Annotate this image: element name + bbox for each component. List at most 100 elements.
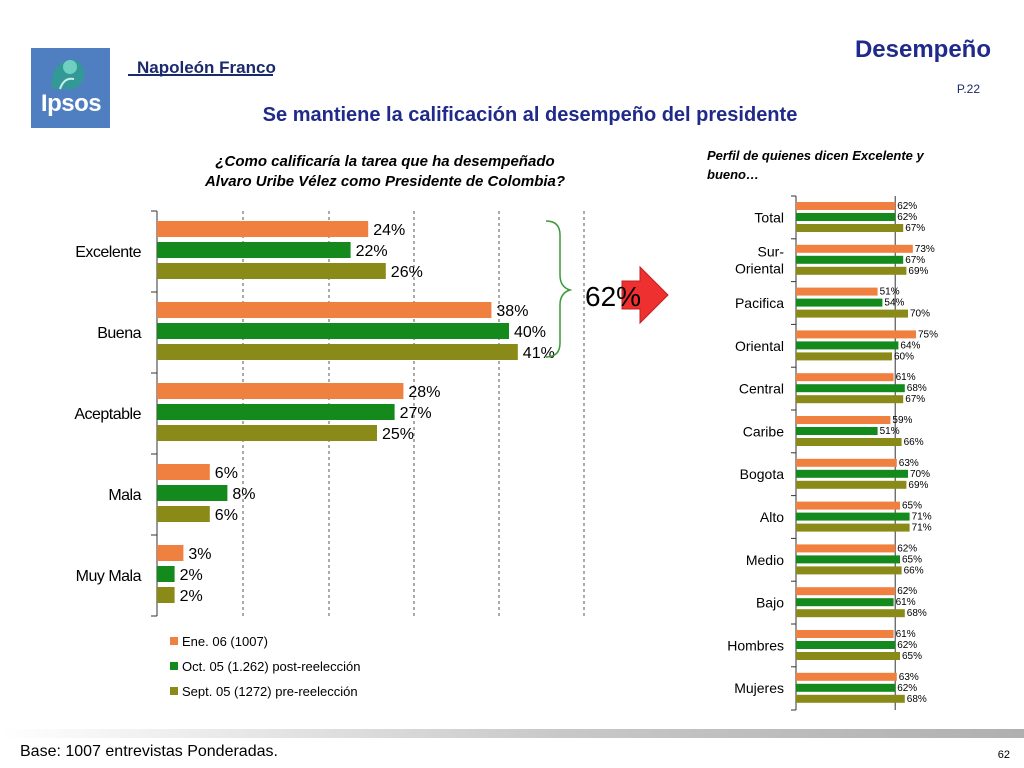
profile-bar-value-label: 54% — [884, 298, 904, 309]
profile-bar-value-label: 66% — [904, 565, 924, 576]
profile-category-label: Medio — [746, 552, 784, 568]
profile-bar — [796, 341, 899, 350]
profile-bar-value-label: 62% — [897, 212, 917, 223]
footer-bar — [0, 729, 1024, 738]
profile-bar-value-label: 62% — [897, 640, 917, 651]
bar — [157, 404, 395, 420]
right-arrow-icon — [621, 265, 669, 325]
bar-value-label: 24% — [373, 222, 405, 239]
profile-category-label: Bogota — [740, 466, 785, 482]
page-number: 62 — [997, 749, 1010, 761]
bar-value-label: 27% — [400, 405, 432, 422]
profile-bar-value-label: 61% — [896, 372, 916, 383]
brace-arrow-group — [545, 220, 669, 358]
profile-bar — [796, 501, 900, 510]
profile-bar — [796, 202, 896, 210]
profile-bar — [796, 469, 908, 478]
profile-bar-value-label: 62% — [897, 586, 917, 597]
profile-bar-value-label: 68% — [907, 694, 927, 705]
legend-swatch — [170, 637, 178, 645]
profile-bar — [796, 384, 905, 393]
profile-category-label: Sur- — [758, 244, 785, 260]
profile-bar — [796, 672, 897, 681]
profile-bar-value-label: 61% — [896, 629, 916, 640]
bar-value-label: 38% — [496, 303, 528, 320]
profile-bar-value-label: 51% — [880, 426, 900, 437]
profile-category-label: Caribe — [743, 423, 784, 439]
question-line-2: Alvaro Uribe Vélez como Presidente de Co… — [204, 173, 566, 190]
profile-bar — [796, 641, 896, 649]
page-reference: P.22 — [956, 82, 980, 96]
bar — [157, 464, 210, 480]
profile-bar-value-label: 62% — [897, 543, 917, 554]
profile-bar-value-label: 61% — [896, 597, 916, 608]
legend-label: Ene. 06 (1007) — [182, 634, 268, 649]
profile-category-label: Hombres — [727, 637, 784, 653]
profile-bar — [796, 458, 897, 467]
bar — [157, 263, 386, 279]
profile-bar — [796, 352, 892, 361]
profile-category-label: Pacifica — [735, 295, 784, 311]
profile-bar — [796, 694, 905, 703]
profile-bar — [796, 224, 904, 232]
section-title: Desempeño — [854, 36, 991, 63]
profile-bar — [796, 287, 878, 296]
logo-figure-icon — [51, 60, 85, 90]
curly-brace-icon — [545, 220, 573, 358]
profile-bar-value-label: 62% — [897, 201, 917, 212]
profile-bar — [796, 213, 896, 221]
bar-value-label: 41% — [523, 345, 555, 362]
bar-value-label: 8% — [232, 486, 255, 503]
bar — [157, 344, 518, 360]
question-title: ¿Como calificaría la tarea que ha desemp… — [170, 152, 600, 192]
bar-value-label: 26% — [391, 264, 423, 281]
bar-value-label: 28% — [408, 384, 440, 401]
profile-bar-value-label: 59% — [892, 415, 912, 426]
bar-value-label: 6% — [215, 465, 238, 482]
brand-underline — [128, 74, 273, 76]
profile-bar-value-label: 64% — [900, 340, 920, 351]
profile-bar — [796, 373, 894, 382]
profile-bar-value-label: 75% — [918, 329, 938, 340]
profile-bar — [796, 555, 900, 564]
bar — [157, 485, 228, 501]
profile-title-line-2: bueno… — [707, 167, 759, 182]
profile-bar-value-label: 62% — [897, 683, 917, 694]
profile-bar — [796, 652, 900, 660]
profile-bar — [796, 330, 916, 339]
base-note: Base: 1007 entrevistas Ponderadas. — [20, 743, 278, 760]
legend-label: Sept. 05 (1272) pre-reelección — [182, 684, 358, 699]
profile-bar-value-label: 65% — [902, 501, 922, 512]
profile-bar-value-label: 73% — [915, 244, 935, 255]
profile-bar — [796, 244, 913, 253]
profile-bar-value-label: 68% — [907, 383, 927, 394]
profile-bar-value-label: 65% — [902, 651, 922, 662]
question-line-1: ¿Como calificaría la tarea que ha desemp… — [215, 153, 555, 170]
bar — [157, 383, 404, 399]
profile-bar-value-label: 66% — [904, 437, 924, 448]
profile-bar — [796, 438, 902, 446]
bar — [157, 425, 377, 441]
profile-title-line-1: Perfil de quienes dicen Excelente y — [707, 148, 924, 163]
profile-bar-value-label: 67% — [905, 255, 925, 266]
profile-bar — [796, 309, 908, 318]
profile-bar — [796, 609, 905, 618]
profile-bar-value-label: 67% — [905, 223, 925, 234]
bar — [157, 221, 369, 237]
bar — [157, 242, 351, 258]
bar-value-label: 22% — [356, 243, 388, 260]
profile-bar — [796, 266, 907, 275]
profile-bar-value-label: 69% — [908, 266, 928, 277]
bar-value-label: 2% — [180, 588, 203, 605]
logo-text: Ipsos — [40, 90, 102, 117]
profile-bar — [796, 395, 904, 404]
profile-bar-value-label: 63% — [899, 672, 919, 683]
profile-bar-value-label: 67% — [905, 394, 925, 405]
bar-value-label: 40% — [514, 324, 546, 341]
bar-value-label: 2% — [180, 567, 203, 584]
legend-swatch — [170, 687, 178, 695]
bar-value-label: 6% — [215, 507, 238, 524]
bar — [157, 587, 175, 603]
